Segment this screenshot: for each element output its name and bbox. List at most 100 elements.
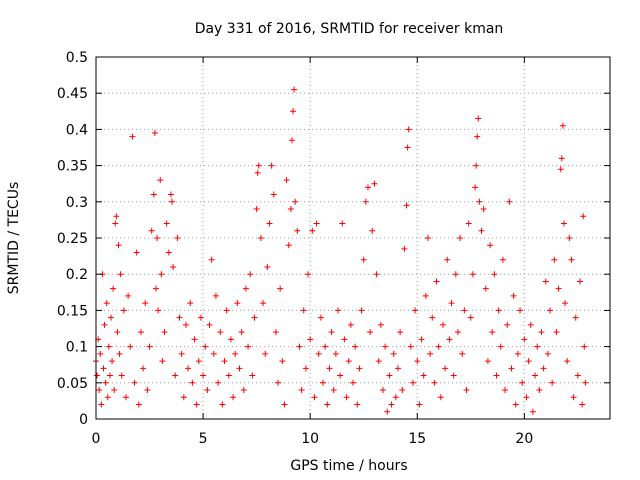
data-point — [379, 387, 386, 394]
data-point — [187, 300, 194, 307]
data-point — [215, 379, 222, 386]
data-point — [448, 300, 455, 307]
data-point — [167, 191, 174, 198]
data-point — [311, 394, 318, 401]
data-point — [292, 198, 299, 205]
data-point — [354, 401, 361, 408]
data-point — [523, 394, 530, 401]
data-point — [200, 372, 207, 379]
data-point — [315, 350, 322, 357]
data-point — [497, 343, 504, 350]
data-point — [394, 365, 401, 372]
data-point — [117, 271, 124, 278]
data-point — [476, 198, 483, 205]
data-point — [328, 329, 335, 336]
data-point — [551, 256, 558, 263]
data-point — [204, 387, 211, 394]
data-point — [264, 263, 271, 270]
data-point — [197, 314, 204, 321]
data-point — [437, 394, 444, 401]
data-point — [431, 379, 438, 386]
data-point — [454, 329, 461, 336]
data-point — [508, 365, 515, 372]
data-point — [255, 162, 262, 169]
data-point — [296, 343, 303, 350]
data-point — [169, 198, 176, 205]
data-point — [260, 300, 267, 307]
data-point — [151, 130, 158, 137]
data-point — [566, 235, 573, 241]
data-point — [142, 300, 149, 307]
data-point — [474, 133, 481, 140]
data-point — [555, 285, 562, 292]
axis-ticks — [95, 56, 610, 420]
data-point — [568, 256, 575, 263]
data-point — [330, 387, 337, 394]
data-point — [193, 401, 200, 408]
data-point — [283, 177, 290, 184]
data-point — [189, 379, 196, 386]
data-point — [94, 372, 101, 379]
data-point — [101, 321, 108, 328]
y-tick-label: 0.35 — [57, 159, 88, 175]
data-point — [412, 307, 419, 314]
data-point — [170, 263, 177, 270]
data-point — [165, 249, 172, 256]
data-point — [152, 285, 159, 292]
data-point — [452, 271, 459, 278]
data-point — [332, 350, 339, 357]
data-point — [129, 133, 136, 140]
data-point — [110, 285, 117, 292]
y-tick-label: 0.2 — [66, 267, 88, 283]
data-point — [582, 379, 589, 386]
data-point — [540, 365, 547, 372]
data-point — [212, 292, 219, 299]
data-point — [300, 307, 307, 314]
data-point — [493, 372, 500, 379]
data-point — [102, 379, 109, 386]
data-point — [473, 162, 480, 169]
data-point — [557, 166, 564, 173]
data-point — [352, 343, 359, 350]
data-point — [180, 394, 187, 401]
data-point — [510, 292, 517, 299]
data-point — [223, 307, 230, 314]
data-point — [281, 401, 288, 408]
data-point — [208, 256, 215, 263]
data-point — [435, 343, 442, 350]
y-tick-label: 0.05 — [57, 376, 88, 392]
data-point — [558, 155, 565, 162]
data-point — [422, 292, 429, 299]
data-point — [225, 372, 232, 379]
data-point — [234, 300, 241, 307]
data-point — [506, 198, 513, 205]
data-point — [97, 350, 104, 357]
data-point — [484, 358, 491, 365]
data-point — [148, 227, 155, 234]
data-point — [120, 307, 127, 314]
data-point — [519, 379, 526, 386]
data-point — [467, 314, 474, 321]
data-point — [547, 307, 554, 314]
data-point — [247, 271, 254, 278]
data-point — [472, 184, 479, 191]
x-tick-label: 10 — [301, 431, 319, 447]
data-point — [536, 387, 543, 394]
data-point — [512, 401, 519, 408]
data-point — [480, 206, 487, 213]
data-point — [118, 372, 125, 379]
data-point — [275, 379, 282, 386]
data-point — [392, 394, 399, 401]
data-point — [146, 343, 153, 350]
data-point — [133, 249, 140, 256]
data-point — [577, 278, 584, 285]
data-point — [202, 343, 209, 350]
data-point — [154, 235, 161, 241]
data-point — [219, 401, 226, 408]
data-point — [489, 329, 496, 336]
data-point — [249, 372, 256, 379]
data-point — [364, 184, 371, 191]
data-point — [444, 256, 451, 263]
data-point — [206, 321, 213, 328]
data-point — [313, 220, 320, 227]
